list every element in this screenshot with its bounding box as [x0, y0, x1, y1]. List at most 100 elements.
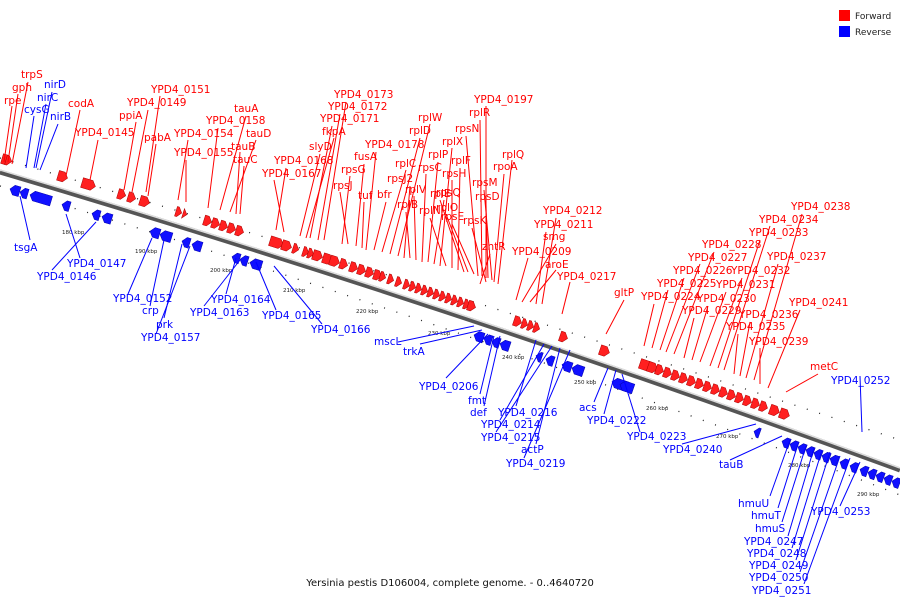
gene-feature-forward: [444, 292, 452, 304]
tick-label: 270 kbp: [716, 434, 739, 440]
gene-label-reverse: acs: [579, 402, 597, 414]
gene-label-forward: YPD4_0154: [173, 128, 234, 140]
leader-line: [859, 375, 863, 433]
gene-feature-reverse: [789, 440, 800, 452]
gene-label-reverse: YPD4_0206: [418, 381, 479, 393]
leader-line: [207, 127, 219, 209]
gene-feature-forward: [432, 288, 441, 300]
gene-feature-forward: [408, 280, 417, 292]
gene-feature-reverse: [181, 237, 192, 249]
gene-feature-forward: [742, 394, 752, 407]
gene-feature-forward: [301, 246, 310, 257]
gene-feature-forward: [386, 273, 395, 285]
leader-line: [803, 457, 851, 585]
tick-label: 180 kbp: [62, 230, 85, 236]
leader-line: [433, 199, 445, 265]
gene-label-reverse: crp: [142, 305, 159, 317]
gene-label-reverse: YPD4_0216: [497, 407, 558, 419]
leader-line: [65, 213, 81, 259]
gene-label-forward: rplX: [442, 136, 463, 148]
leader-line: [729, 435, 783, 461]
gene-label-forward: pabA: [144, 132, 172, 144]
leader-line: [535, 347, 561, 445]
gene-label-reverse: YPD4_0250: [748, 572, 808, 584]
gene-feature-reverse: [91, 209, 102, 221]
gene-feature-forward: [80, 177, 96, 191]
gene-label-forward: ppiA: [119, 110, 143, 122]
tick-label: 260 kbp: [646, 406, 669, 412]
gene-feature-reverse: [239, 255, 250, 267]
tick-label: 220 kbp: [356, 309, 379, 315]
gene-feature-reverse: [159, 230, 174, 243]
leader-line: [219, 115, 247, 211]
gene-label-reverse: tauB: [719, 459, 743, 471]
leader-line: [745, 263, 779, 379]
gene-label-reverse: YPD4_0219: [505, 458, 565, 470]
gene-label-forward: tuf: [358, 190, 373, 202]
leader-line: [341, 175, 351, 245]
leader-line: [439, 199, 465, 273]
gene-label-reverse: YPD4_0215: [480, 432, 540, 444]
leader-line: [529, 269, 557, 303]
gene-label-forward: rplE: [430, 188, 451, 200]
leader-line: [149, 239, 165, 307]
gene-label-forward: codA: [68, 98, 95, 110]
leader-line: [255, 261, 277, 311]
gene-label-forward: rplP: [428, 149, 448, 161]
leader-line: [445, 213, 469, 273]
gene-feature-forward: [311, 249, 323, 262]
gene-feature-forward: [654, 363, 664, 376]
gene-feature-forward: [758, 400, 768, 412]
gene-label-reverse: prk: [156, 319, 174, 331]
gene-label-forward: rplC: [395, 158, 416, 170]
gene-feature-forward: [234, 224, 244, 237]
gene-feature-forward: [174, 206, 183, 217]
gene-label-reverse: YPD4_0163: [189, 307, 249, 319]
gene-feature-forward: [686, 375, 696, 387]
gene-feature-reverse: [849, 462, 860, 474]
gene-label-forward: YPD4_0228: [701, 239, 761, 251]
gene-feature-forward: [646, 361, 658, 374]
gene-label-forward: tauC: [233, 154, 258, 166]
leader-line: [839, 461, 861, 507]
leader-line: [733, 333, 739, 375]
gene-label-forward: YPD4_0231: [715, 279, 775, 291]
figure-caption: Yersinia pestis D106004, complete genome…: [305, 578, 594, 589]
leader-line: [123, 121, 137, 191]
gene-label-forward: rpsD: [475, 191, 500, 203]
gene-feature-forward: [414, 282, 423, 294]
gene-label-forward: rplR: [469, 107, 490, 119]
gene-label-forward: rplF: [451, 155, 471, 167]
gene-feature-forward: [56, 170, 68, 183]
gene-label-forward: YPD4_0217: [556, 271, 616, 283]
gene-feature-forward: [116, 188, 126, 200]
leader-line: [769, 439, 791, 497]
leader-line: [203, 259, 241, 307]
tick-label: 240 kbp: [502, 355, 525, 361]
gene-label-reverse: nirC: [37, 92, 58, 104]
leader-line: [561, 281, 571, 315]
gene-feature-forward: [512, 315, 522, 327]
gene-feature-reverse: [805, 446, 816, 458]
leader-line: [33, 103, 47, 169]
leader-line: [317, 113, 341, 241]
gene-feature-reverse: [883, 474, 894, 486]
tick-label: 290 kbp: [857, 492, 880, 498]
gene-label-forward: gph: [12, 82, 32, 94]
leader-line: [515, 257, 529, 301]
leader-line: [723, 225, 771, 371]
gene-label-reverse: trkA: [403, 346, 426, 358]
gene-label-forward: fkpA: [322, 126, 346, 138]
gene-label-forward: rplN: [419, 205, 441, 217]
leader-line: [413, 195, 417, 261]
gene-label-reverse: YPD4_0247: [743, 536, 803, 548]
legend-swatch-reverse: [839, 26, 850, 37]
gene-label-forward: rplW: [418, 112, 443, 124]
gene-feature-forward: [420, 284, 429, 296]
gene-label-reverse: YPD4_0214: [480, 419, 541, 431]
gene-feature-forward: [138, 195, 150, 207]
gene-feature-forward: [268, 235, 284, 249]
gene-label-reverse: YPD4_0223: [626, 431, 686, 443]
gene-feature-reverse: [29, 190, 53, 207]
